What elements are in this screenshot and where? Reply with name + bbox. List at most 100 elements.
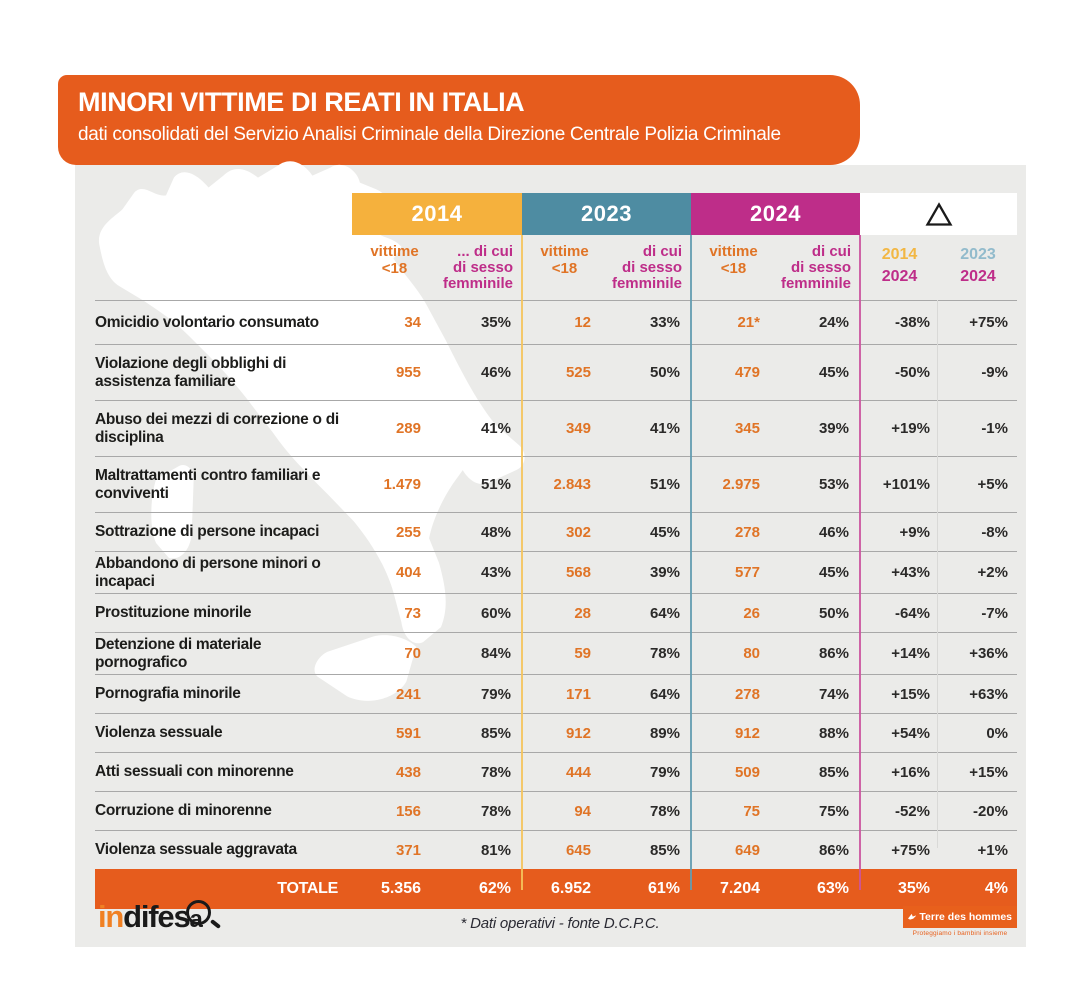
value-2014-victims: 289 <box>395 420 421 437</box>
delta-2014-2024: -50% <box>894 364 930 381</box>
delta-2014-2024: -64% <box>894 604 930 622</box>
value-2014-female-pct: 79% <box>480 685 511 703</box>
crime-label: Abbandono di persone minori o incapaci <box>95 555 321 590</box>
crime-label: Abuso dei mezzi di correzione o di disci… <box>95 411 339 446</box>
total-row: TOTALE 5.356 62% 6.952 61% 7.204 63% 35%… <box>95 869 1017 909</box>
value-2014-victims: 70 <box>404 645 421 662</box>
value-2023-victims: 525 <box>565 364 591 381</box>
year-header-spacer <box>95 193 352 235</box>
value-2014-female-pct: 46% <box>480 364 511 381</box>
value-2024-female-pct: 45% <box>818 364 849 381</box>
crime-label: Detenzione di materiale pornografico <box>95 636 262 671</box>
terre-des-hommes-logo: Terre des hommes Proteggiamo i bambini i… <box>903 906 1017 937</box>
tdh-bird-icon <box>908 913 917 920</box>
divider-2023 <box>690 235 692 890</box>
value-2014-female-pct: 43% <box>480 564 511 581</box>
delta-2023-2024: +15% <box>969 763 1008 781</box>
table-row: Abuso dei mezzi di correzione o di disci… <box>95 400 1017 456</box>
delta-2014-2024: +75% <box>891 841 930 859</box>
value-2014-victims: 1.479 <box>383 476 421 493</box>
delta-2023-2024: +5% <box>977 476 1008 493</box>
value-2023-victims: 645 <box>565 841 591 859</box>
subheader-victims-2014: vittime <18 <box>370 243 419 277</box>
delta-2023-2024: 0% <box>986 724 1008 742</box>
value-2014-female-pct: 85% <box>480 724 511 742</box>
value-2014-victims: 955 <box>395 364 421 381</box>
subheader-female-2023: di cui di sesso femminile <box>611 243 682 293</box>
value-2014-victims: 591 <box>395 724 421 742</box>
table-row: Violenza sessuale aggravata 371 81% 645 85% 6… <box>95 830 1017 869</box>
delta-2023-2024: +63% <box>969 685 1008 703</box>
table-row: Atti sessuali con minorenne 438 78% 444 79% 5… <box>95 752 1017 791</box>
value-2024-female-pct: 39% <box>818 420 849 437</box>
crime-label: Corruzione di minorenne <box>95 802 272 820</box>
value-2023-victims: 94 <box>574 802 591 820</box>
delta-2023-2024: +36% <box>969 645 1008 662</box>
table-body: Omicidio volontario consumato 34 35% 12 33% 2… <box>95 300 1017 869</box>
value-2023-victims: 349 <box>565 420 591 437</box>
value-2023-female-pct: 85% <box>649 841 680 859</box>
value-2014-victims: 255 <box>395 523 421 541</box>
value-2024-female-pct: 50% <box>818 604 849 622</box>
crime-label: Atti sessuali con minorenne <box>95 763 294 781</box>
table-row: Corruzione di minorenne 156 78% 94 78% 75 75% -… <box>95 791 1017 830</box>
total-2014-victims: 5.356 <box>380 880 421 897</box>
value-2024-victims: 75 <box>743 802 760 820</box>
subheader-female-2024: di cui di sesso femminile <box>780 243 851 293</box>
value-2024-victims: 26 <box>743 604 760 622</box>
delta-2014-2024: +19% <box>891 420 930 437</box>
value-2024-female-pct: 85% <box>818 763 849 781</box>
table-row: Omicidio volontario consumato 34 35% 12 33% 2… <box>95 300 1017 344</box>
table-row: Abbandono di persone minori o incapaci 40… <box>95 551 1017 593</box>
value-2014-female-pct: 84% <box>480 645 511 662</box>
year-header-2014: 2014 <box>352 193 522 235</box>
delta-2014-2024: -52% <box>894 802 930 820</box>
delta-2023-2024: +2% <box>977 564 1008 581</box>
value-2024-victims: 345 <box>734 420 760 437</box>
value-2023-female-pct: 78% <box>649 645 680 662</box>
value-2024-victims: 278 <box>734 685 760 703</box>
italy-map-silhouette <box>98 161 525 701</box>
delta-2023-2024: -20% <box>972 802 1008 820</box>
total-2023-female-pct: 61% <box>647 880 680 897</box>
delta-2023-2024: -1% <box>981 420 1008 437</box>
value-2024-female-pct: 53% <box>818 476 849 493</box>
value-2014-female-pct: 81% <box>480 841 511 859</box>
subheader-delta-2014-2024: 2014 2024 <box>881 246 918 285</box>
total-delta-2014-2024: 35% <box>897 880 930 897</box>
value-2023-female-pct: 39% <box>649 564 680 581</box>
crime-label: Maltrattamenti contro familiari e conviv… <box>95 467 321 502</box>
value-2023-victims: 2.843 <box>553 476 591 493</box>
value-2024-victims: 2.975 <box>722 476 760 493</box>
magnifier-icon: a <box>185 900 221 932</box>
delta-2023-2024: -9% <box>981 364 1008 381</box>
page-subtitle: dati consolidati del Servizio Analisi Cr… <box>78 123 781 145</box>
crime-label: Prostituzione minorile <box>95 604 252 622</box>
year-header-2023: 2023 <box>522 193 691 235</box>
divider-2014 <box>521 235 523 890</box>
crime-label: Omicidio volontario consumato <box>95 313 319 331</box>
value-2023-female-pct: 89% <box>649 724 680 742</box>
value-2024-female-pct: 88% <box>818 724 849 742</box>
value-2024-victims: 80 <box>743 645 760 662</box>
subheader-row: vittime <18 ... di cui di sesso femminil… <box>95 235 1017 300</box>
subheader-female-2014: ... di cui di sesso femminile <box>442 243 513 293</box>
total-2023-victims: 6.952 <box>550 880 591 897</box>
value-2023-victims: 912 <box>565 724 591 742</box>
value-2014-female-pct: 35% <box>480 314 511 331</box>
value-2023-female-pct: 33% <box>649 314 680 331</box>
value-2023-victims: 59 <box>574 645 591 662</box>
total-2024-female-pct: 63% <box>816 880 849 897</box>
subheader-delta-2023-2024: 2023 2024 <box>960 246 996 285</box>
value-2014-victims: 241 <box>395 685 421 703</box>
value-2024-victims: 21* <box>737 314 760 331</box>
value-2024-victims: 577 <box>734 564 760 581</box>
value-2024-victims: 278 <box>734 523 760 541</box>
value-2024-female-pct: 46% <box>818 523 849 541</box>
value-2023-female-pct: 78% <box>649 802 680 820</box>
delta-2023-2024: -7% <box>981 604 1008 622</box>
value-2014-female-pct: 60% <box>480 604 511 622</box>
crime-label: Violenza sessuale aggravata <box>95 841 297 859</box>
crime-label: Pornografia minorile <box>95 685 241 703</box>
